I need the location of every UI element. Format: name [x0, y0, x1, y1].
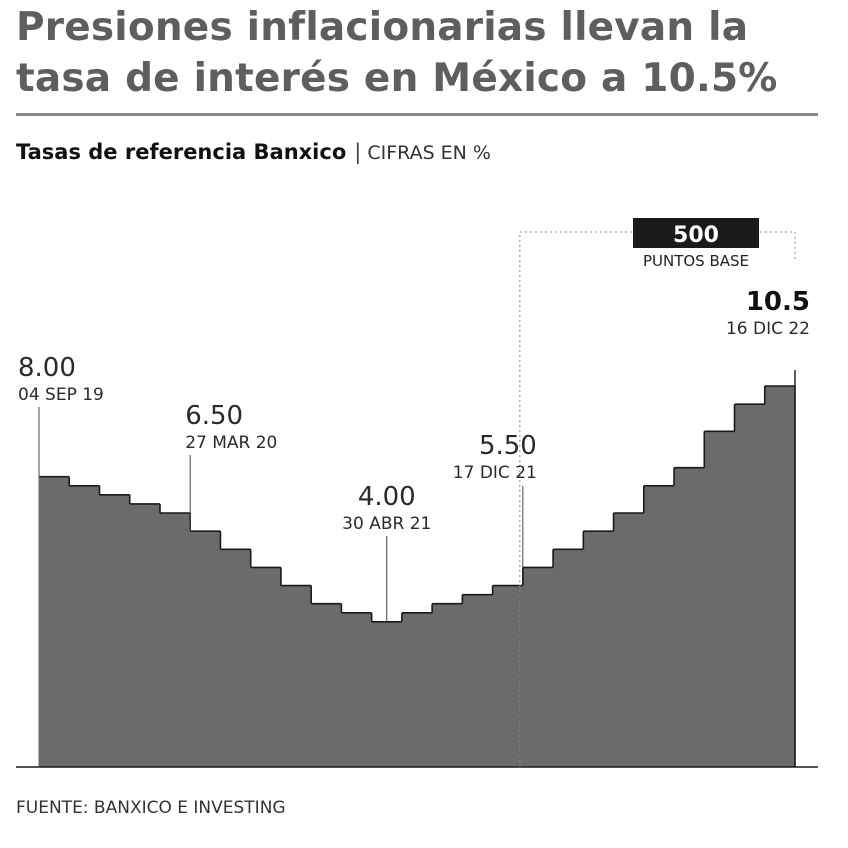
annotation-date: 16 DIC 22 [726, 319, 810, 339]
rate-step-bar [190, 531, 222, 767]
annotation-value: 8.00 [18, 353, 76, 383]
bracket-dotted-line [519, 231, 796, 767]
annotation-value: 6.50 [185, 401, 243, 431]
rate-step-bar [643, 485, 675, 767]
area-layer [39, 386, 796, 767]
rate-step-bar [522, 567, 554, 767]
rate-step-bar [553, 549, 584, 767]
rate-step-bar [462, 594, 494, 767]
chart-title-line-1: Presiones inflacionarias llevan la [16, 5, 749, 50]
annotation-value: 10.5 [746, 287, 810, 317]
annotation-date: 17 DIC 21 [453, 463, 537, 483]
chart-title: Presiones inflacionarias llevan la tasa … [16, 2, 836, 104]
rate-step-bar [39, 476, 70, 767]
bracket-badge [633, 218, 759, 248]
title-divider [16, 113, 818, 116]
rate-step-bar [341, 612, 373, 767]
rate-step-bar [69, 485, 101, 767]
annotation-date: 30 ABR 21 [342, 514, 431, 534]
rate-step-bar [159, 513, 191, 767]
rate-step-bar [492, 585, 524, 767]
subtitle-separator: | [354, 140, 362, 164]
rate-step-bar [674, 467, 705, 767]
bracket-badge-value: 500 [673, 223, 719, 248]
rate-step-bar [220, 549, 252, 767]
rate-step-bar [129, 503, 161, 767]
source-note: FUENTE: BANXICO E INVESTING [16, 798, 286, 818]
rate-step-bar [734, 404, 766, 767]
annotation-date: 27 MAR 20 [185, 433, 277, 453]
rate-step-bar [583, 531, 615, 767]
rate-step-bar [280, 585, 312, 767]
subtitle-series-name: Tasas de referencia Banxico [16, 140, 347, 164]
subtitle-units: CIFRAS EN % [367, 142, 491, 164]
step-line-layer [38, 370, 796, 767]
rate-step-bar [613, 513, 645, 767]
rate-step-bar [764, 386, 796, 767]
rate-step-bar [311, 603, 342, 767]
bracket-caption: PUNTOS BASE [643, 252, 749, 270]
bracket-layer: 500 PUNTOS BASE [519, 218, 796, 767]
annotation-value: 5.50 [479, 431, 537, 461]
annotation-value: 4.00 [358, 482, 416, 512]
chart-subtitle: Tasas de referencia Banxico | CIFRAS EN % [16, 140, 491, 164]
rate-step-bar [371, 621, 403, 767]
annotation-date: 04 SEP 19 [18, 385, 104, 405]
rate-step-bar [99, 494, 131, 767]
chart-title-line-2: tasa de interés en México a 10.5% [16, 56, 778, 101]
rate-step-bar [432, 603, 463, 767]
rate-step-bar [704, 431, 736, 767]
rate-step-bar [250, 567, 282, 767]
rate-step-bar [401, 612, 433, 767]
